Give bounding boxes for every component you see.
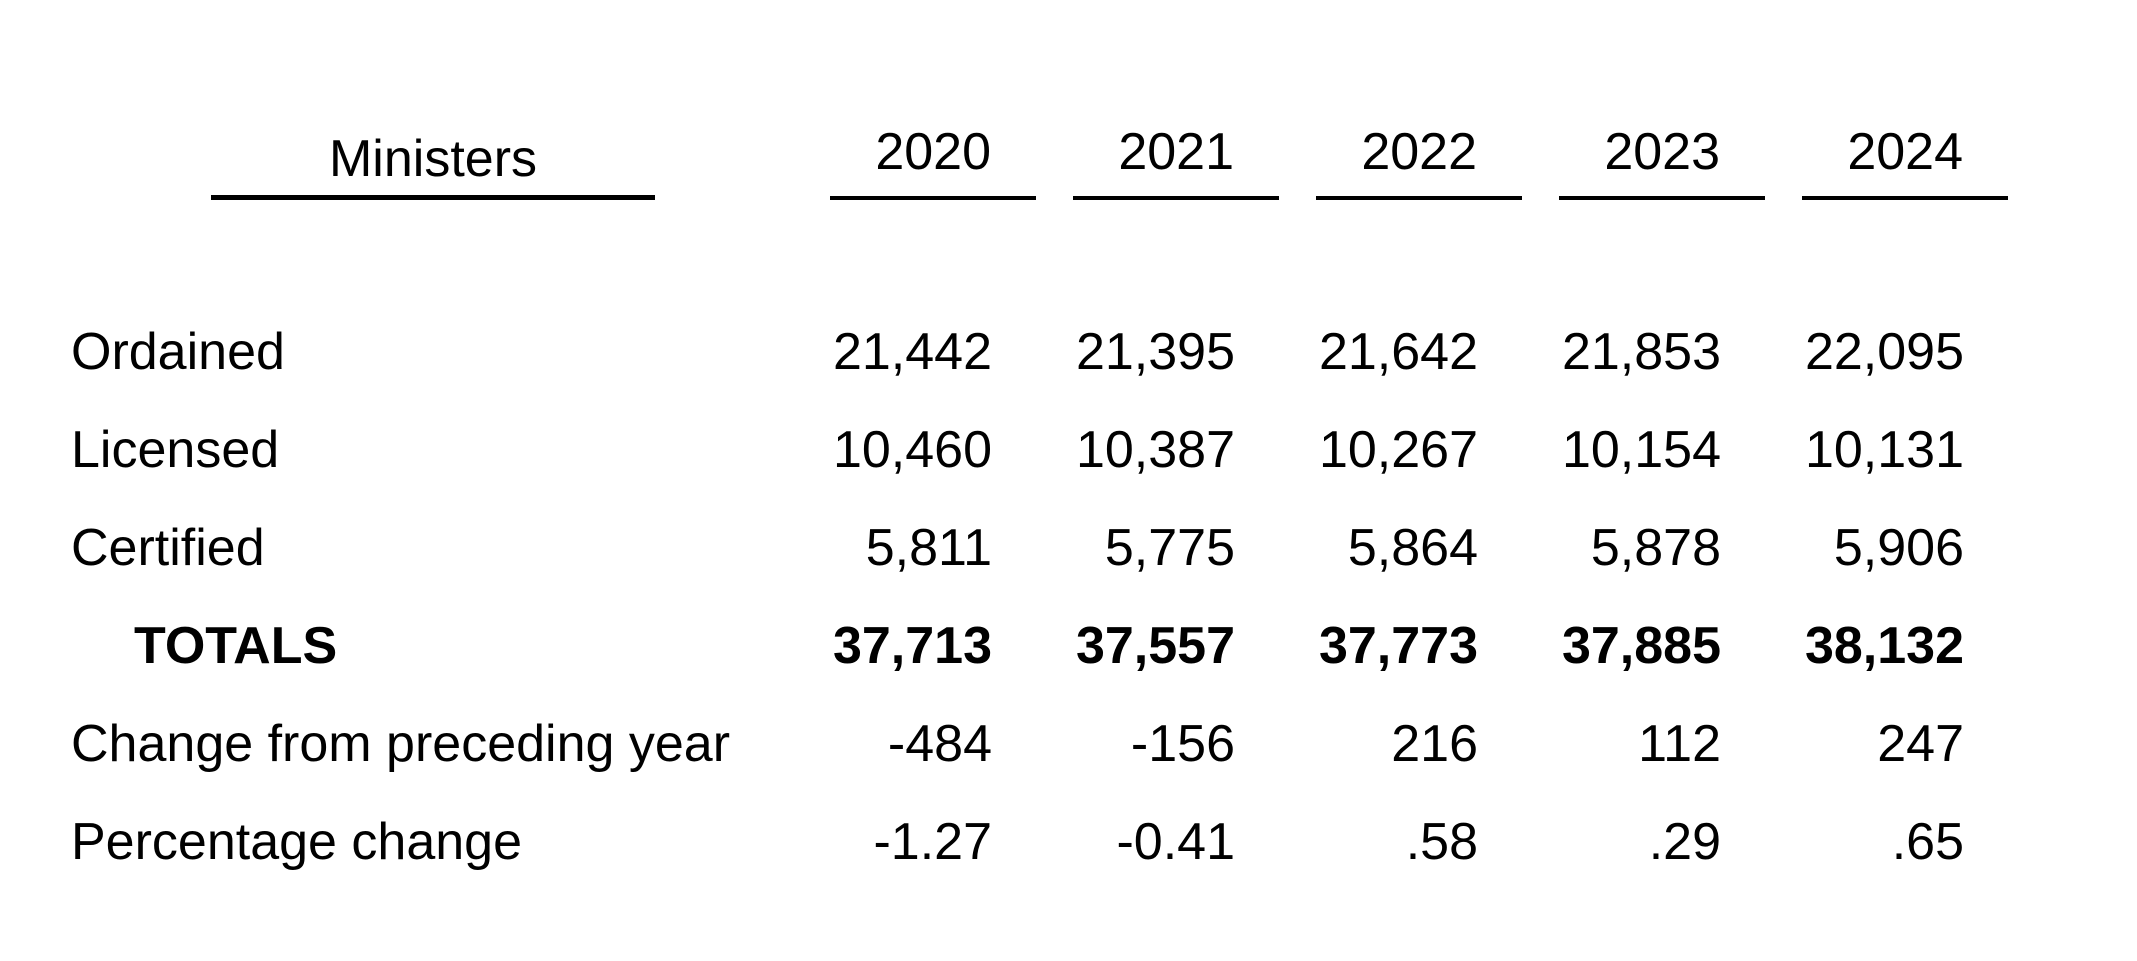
row-label: Change from preceding year [71,715,731,773]
column-header-year-2021: 2021 [993,103,1279,201]
year-header-label: 2021 [1073,122,1279,200]
cell-value: 21,642 [1318,323,1478,381]
table-header-row: Ministers 2020 2021 2022 2023 2024 [70,103,2008,201]
row-label: Certified [71,519,265,577]
cell-value: 5,878 [1590,519,1721,577]
year-header-label: 2020 [830,122,1036,200]
cell-value: 21,853 [1561,323,1721,381]
cell-value: 5,811 [865,519,992,577]
table-row-certified: Certified 5,811 5,775 5,864 5,878 5,906 [70,499,1965,597]
spacer-cell [70,201,1965,303]
cell-value: 10,154 [1561,421,1721,479]
cell-value: 37,773 [1318,617,1478,675]
table-row-percentage-change: Percentage change -1.27 -0.41 .58 .29 .6… [70,793,1965,891]
column-header-year-2023: 2023 [1479,103,1765,201]
cell-value: 5,906 [1833,519,1964,577]
cell-value: 112 [1638,715,1721,773]
cell-value: 37,885 [1561,617,1721,675]
column-header-year-2020: 2020 [750,103,1036,201]
table-row-change-from-preceding-year: Change from preceding year -484 -156 216… [70,695,1965,793]
ministers-table: Ministers 2020 2021 2022 2023 2024 Ordai… [70,103,2008,891]
cell-value: 21,395 [1075,323,1235,381]
table-row-ordained: Ordained 21,442 21,395 21,642 21,853 22,… [70,303,1965,401]
cell-value: -1.27 [873,813,992,871]
ministers-header-label: Ministers [210,129,656,200]
row-label: Licensed [71,421,280,479]
cell-value: 5,775 [1104,519,1235,577]
row-label: TOTALS [134,617,338,675]
cell-value: 10,131 [1804,421,1964,479]
cell-value: .29 [1648,813,1721,871]
cell-value: 38,132 [1804,617,1964,675]
cell-value: 216 [1391,715,1478,773]
cell-value: -484 [887,715,992,773]
cell-value: .58 [1405,813,1478,871]
year-header-label: 2022 [1316,122,1522,200]
cell-value: -156 [1130,715,1235,773]
cell-value: 247 [1877,715,1964,773]
cell-value: 21,442 [832,323,992,381]
cell-value: .65 [1891,813,1964,871]
cell-value: 5,864 [1347,519,1478,577]
table-row-totals: TOTALS 37,713 37,557 37,773 37,885 38,13… [70,597,1965,695]
cell-value: 22,095 [1804,323,1964,381]
cell-value: 37,557 [1075,617,1235,675]
cell-value: -0.41 [1116,813,1235,871]
table-row-licensed: Licensed 10,460 10,387 10,267 10,154 10,… [70,401,1965,499]
year-header-label: 2023 [1559,122,1765,200]
cell-value: 10,387 [1075,421,1235,479]
cell-value: 10,460 [832,421,992,479]
spacer-row [70,201,1965,303]
cell-value: 37,713 [832,617,992,675]
column-header-ministers: Ministers [70,103,750,201]
column-header-year-2022: 2022 [1236,103,1522,201]
row-label: Percentage change [71,813,523,871]
column-header-year-2024: 2024 [1722,103,2008,201]
row-label: Ordained [71,323,285,381]
cell-value: 10,267 [1318,421,1478,479]
year-header-label: 2024 [1802,122,2008,200]
